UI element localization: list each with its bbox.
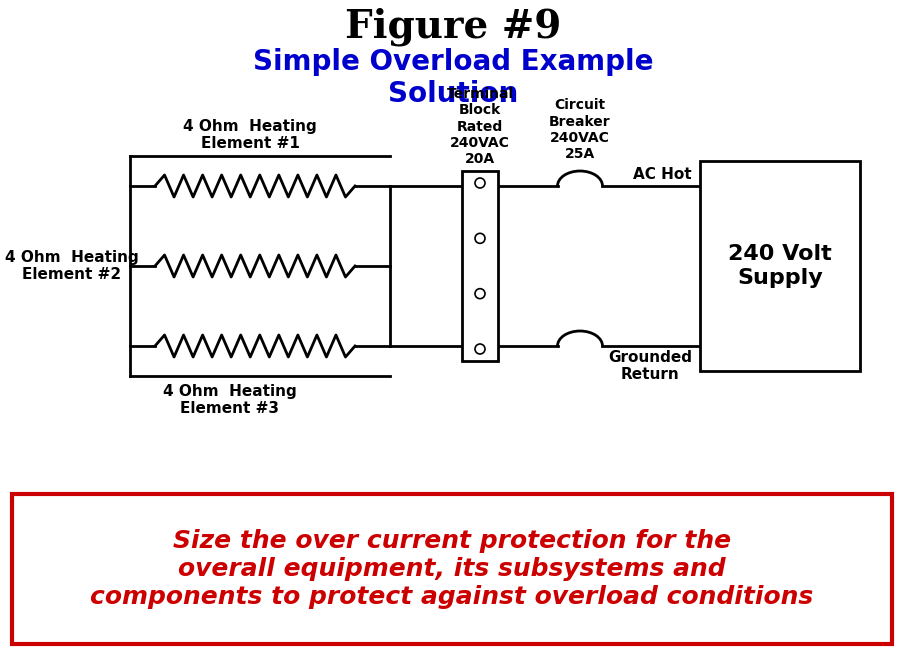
Text: 4 Ohm  Heating
Element #3: 4 Ohm Heating Element #3: [163, 384, 297, 417]
Text: Size the over current protection for the
overall equipment, its subsystems and
c: Size the over current protection for the…: [91, 529, 814, 609]
Text: 4 Ohm  Heating
Element #1: 4 Ohm Heating Element #1: [183, 119, 317, 151]
Text: Circuit
Breaker
240VAC
25A: Circuit Breaker 240VAC 25A: [549, 98, 611, 161]
Text: 4 Ohm  Heating
Element #2: 4 Ohm Heating Element #2: [5, 250, 139, 282]
Bar: [12, 494, 892, 644]
Text: Figure #9: Figure #9: [345, 8, 561, 47]
Bar: [462, 171, 498, 361]
Text: AC Hot: AC Hot: [633, 167, 692, 182]
Text: 240 Volt
Supply: 240 Volt Supply: [728, 245, 832, 287]
Text: Terminal
Block
Rated
240VAC
20A: Terminal Block Rated 240VAC 20A: [447, 87, 514, 166]
Text: Simple Overload Example
Solution: Simple Overload Example Solution: [253, 48, 653, 108]
Text: Grounded
Return: Grounded Return: [608, 350, 692, 382]
Bar: [700, 161, 860, 371]
